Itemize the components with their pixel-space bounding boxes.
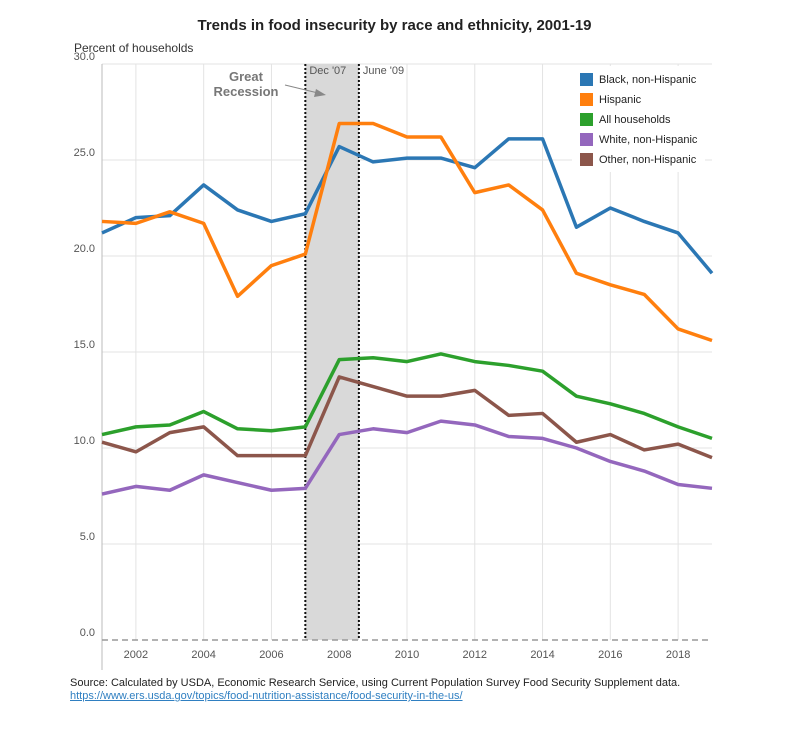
legend-label-3: White, non-Hispanic — [599, 134, 698, 146]
y-tick-label: 20.0 — [74, 243, 95, 255]
recession-end-label: June '09 — [363, 65, 404, 77]
y-tick-label: 30.0 — [74, 51, 95, 63]
legend-swatch-1 — [580, 93, 593, 106]
legend-swatch-2 — [580, 113, 593, 126]
series-line-4 — [101, 375, 713, 460]
source-note: Source: Calculated by USDA, Economic Res… — [70, 677, 680, 703]
x-tick-label: 2006 — [259, 649, 283, 661]
x-tick-label: 2004 — [191, 649, 215, 661]
y-tick-label: 10.0 — [74, 435, 95, 447]
x-tick-label: 2002 — [124, 649, 148, 661]
legend-label-1: Hispanic — [599, 94, 642, 106]
y-tick-label: 25.0 — [74, 147, 95, 159]
x-tick-label: 2008 — [327, 649, 351, 661]
x-tick-label: 2018 — [666, 649, 690, 661]
recession-start-label: Dec '07 — [309, 65, 346, 77]
recession-arrow-head — [314, 89, 326, 97]
legend-label-4: Other, non-Hispanic — [599, 154, 697, 166]
recession-label-line2: Recession — [213, 84, 278, 99]
chart-title: Trends in food insecurity by race and et… — [197, 17, 592, 34]
y-tick-label: 15.0 — [74, 339, 95, 351]
series-line-3 — [101, 419, 713, 496]
recession-arrow-shaft — [284, 84, 319, 94]
legend-box — [572, 66, 705, 172]
series-line-1 — [101, 121, 713, 343]
legend-label-0: Black, non-Hispanic — [599, 74, 697, 86]
x-tick-label: 2016 — [598, 649, 622, 661]
legend-swatch-4 — [580, 153, 593, 166]
legend-label-2: All households — [599, 114, 671, 126]
y-tick-label: 5.0 — [80, 531, 95, 543]
y-axis-label: Percent of households — [74, 41, 194, 55]
recession-label-line1: Great — [229, 69, 264, 84]
series-line-0 — [101, 137, 714, 275]
x-tick-label: 2014 — [530, 649, 554, 661]
x-tick-label: 2010 — [395, 649, 419, 661]
source-link[interactable]: https://www.ers.usda.gov/topics/food-nut… — [70, 690, 463, 702]
y-tick-label: 0.0 — [80, 627, 95, 639]
series-line-2 — [101, 352, 713, 441]
source-text: Source: Calculated by USDA, Economic Res… — [70, 677, 681, 689]
x-tick-label: 2012 — [463, 649, 487, 661]
legend-swatch-3 — [580, 133, 593, 146]
legend-swatch-0 — [580, 73, 593, 86]
